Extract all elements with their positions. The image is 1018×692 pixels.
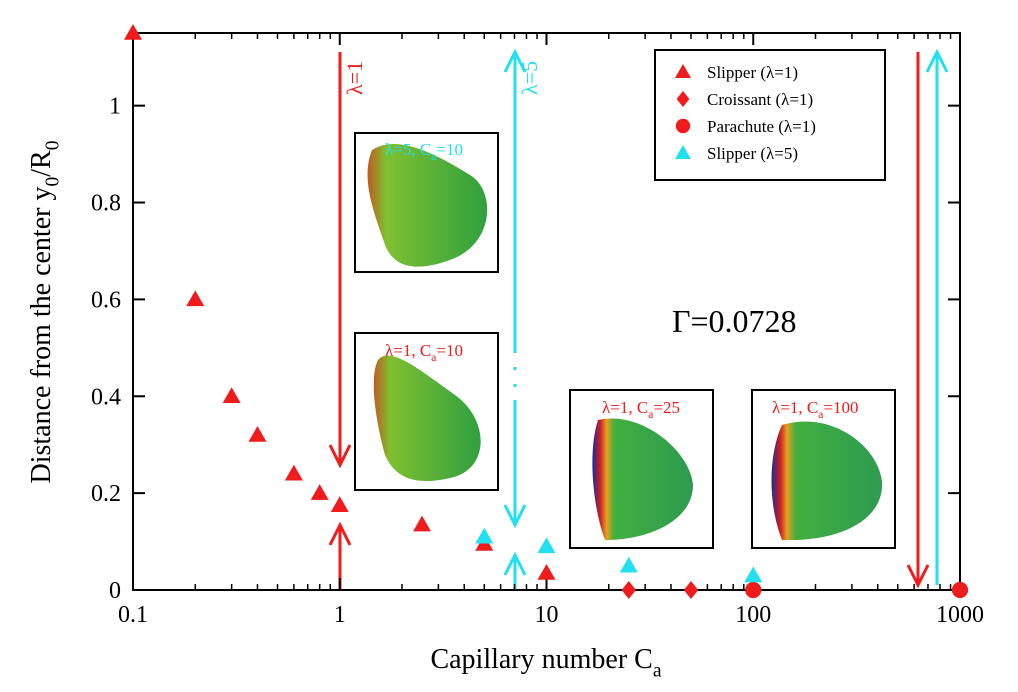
label-part: λ=1, C [602, 398, 648, 417]
marker [744, 566, 763, 583]
inset-label: λ=1, Ca=25 [602, 398, 680, 421]
label-part: Distance from the center y [26, 187, 57, 484]
y-tick-label: 0.4 [91, 384, 121, 410]
label-part: a [431, 149, 437, 163]
marker [676, 91, 690, 107]
marker [310, 484, 329, 500]
label-part: λ=1, C [772, 398, 818, 417]
x-axis-label: Capillary number Ca [430, 644, 661, 681]
cyan-arrows [503, 48, 949, 590]
marker [675, 64, 691, 78]
y-tick-label: 0.2 [91, 481, 121, 507]
marker [124, 24, 142, 40]
annotations [328, 48, 949, 590]
marker [619, 556, 638, 573]
label-part: a [648, 407, 654, 421]
label-part: =10 [436, 140, 463, 159]
red-arrows [328, 52, 930, 590]
label-part: λ=1, C [385, 341, 431, 360]
marker [951, 581, 969, 599]
x-tick-label: 1000 [936, 602, 984, 628]
lambda-label: λ=1 [342, 61, 367, 95]
inset-shape [771, 421, 883, 541]
gamma-label: Γ=0.0728 [672, 303, 797, 339]
lambda-label: λ=5 [517, 61, 542, 95]
marker [330, 496, 349, 512]
label-part: a [818, 407, 824, 421]
x-tick-label: 1 [334, 602, 346, 628]
marker [675, 145, 691, 159]
y-axis-label: Distance from the center y0/R0 [26, 140, 63, 483]
label-part: a [431, 350, 437, 364]
label-part: =100 [823, 398, 858, 417]
marker [537, 564, 556, 580]
marker [222, 387, 241, 404]
y-tick-label: 1 [109, 94, 121, 120]
marker [537, 537, 556, 554]
marker [186, 290, 205, 307]
label-part: 0 [42, 140, 63, 150]
marker [621, 581, 636, 599]
label-part: 0 [42, 177, 63, 187]
label-part: λ=5, C [385, 140, 431, 159]
label-part: Capillary number C [430, 644, 652, 675]
inset-label: λ=1, Ca=100 [772, 398, 859, 421]
inset-shape [367, 144, 488, 267]
label-part: /R [26, 150, 57, 177]
x-tick-label: 0.1 [118, 602, 148, 628]
inset-label: λ=1, Ca=10 [385, 341, 463, 364]
y-tick-label: 0.6 [91, 287, 121, 313]
legend-label: Croissant (λ=1) [707, 90, 813, 109]
marker [248, 426, 267, 442]
inset-shape [373, 355, 481, 482]
marker [745, 581, 762, 599]
marker [284, 464, 303, 481]
y-tick-label: 0 [109, 578, 121, 604]
x-tick-label: 10 [535, 602, 559, 628]
label-part: a [653, 660, 662, 681]
legend-box [654, 49, 886, 181]
marker [683, 581, 699, 599]
legend-label: Slipper (λ=5) [707, 144, 798, 163]
label-part: =10 [436, 341, 463, 360]
marker [413, 515, 432, 532]
x-tick-label: 100 [735, 602, 771, 628]
marker [675, 118, 691, 134]
legend-label: Parachute (λ=1) [707, 117, 816, 136]
inset-label: λ=5, Ca=10 [385, 140, 463, 163]
y-tick-label: 0.8 [91, 191, 121, 217]
inset-shape [592, 418, 693, 540]
legend-label: Slipper (λ=1) [707, 63, 798, 82]
marker [475, 527, 494, 544]
label-part: =25 [653, 398, 680, 417]
